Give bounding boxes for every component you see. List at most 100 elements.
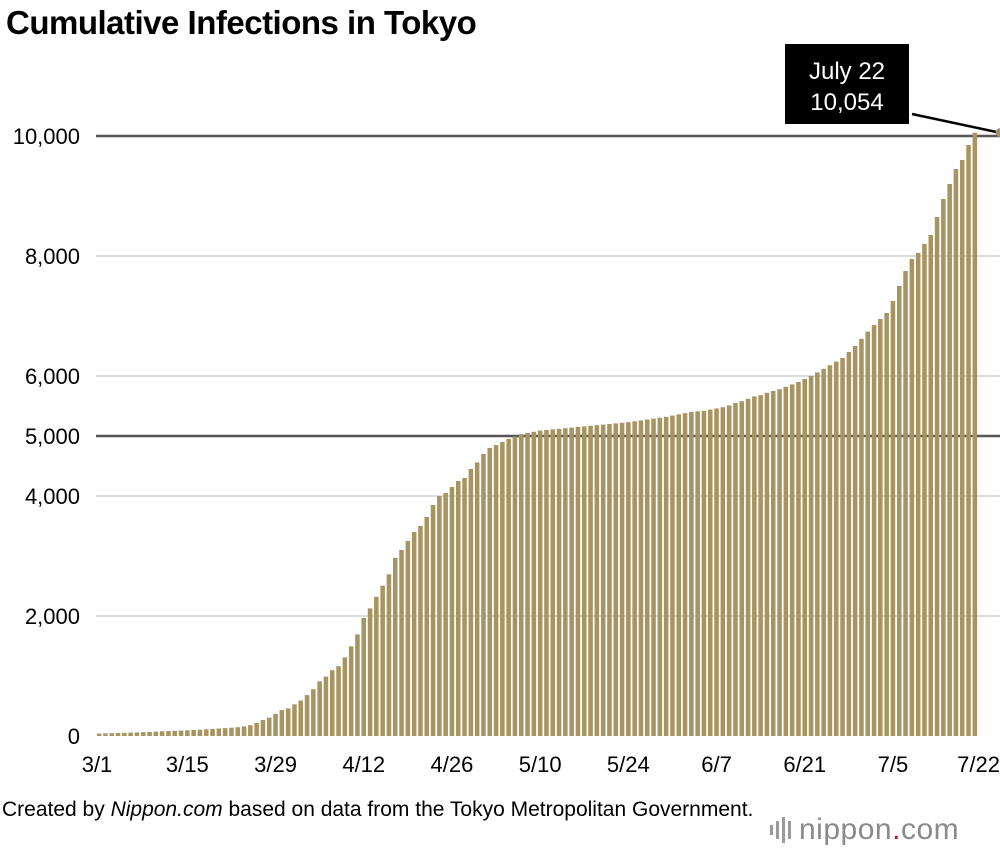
- bar: [292, 704, 297, 736]
- bar: [374, 596, 379, 736]
- bar: [865, 331, 871, 736]
- y-tick-label: 2,000: [25, 604, 80, 629]
- peak-annotation: July 22 10,054: [785, 44, 1000, 138]
- x-tick-label: 4/12: [342, 752, 385, 777]
- nippon-logo[interactable]: nippon.com: [770, 812, 959, 848]
- y-tick-label: 10,000: [13, 124, 80, 149]
- bar: [159, 731, 165, 736]
- annotation-box: [785, 44, 909, 124]
- x-tick-label: 3/1: [82, 752, 113, 777]
- bar: [852, 346, 858, 736]
- bar: [569, 427, 574, 736]
- bar: [191, 730, 196, 736]
- bar: [840, 358, 845, 736]
- bar: [304, 695, 310, 736]
- bar: [298, 700, 304, 736]
- bar: [581, 426, 587, 736]
- bar: [336, 666, 341, 736]
- bar: [323, 676, 329, 736]
- bar: [563, 428, 568, 736]
- source-credit: Created by Nippon.com based on data from…: [2, 797, 782, 823]
- bar: [651, 418, 656, 736]
- y-tick-label: 5,000: [25, 424, 80, 449]
- bar: [342, 657, 348, 736]
- bar: [172, 730, 178, 736]
- bar: [260, 720, 266, 736]
- bar: [424, 517, 430, 736]
- bar: [512, 436, 518, 736]
- annotation-point: [995, 128, 1000, 138]
- bar: [663, 416, 669, 736]
- bar: [859, 338, 864, 736]
- bar: [909, 259, 915, 736]
- bar: [676, 414, 682, 736]
- bar: [518, 434, 524, 736]
- y-axis-tick-labels: 0 2,000 4,000 5,000 6,000 8,000 10,000: [13, 124, 80, 749]
- bar: [953, 169, 959, 736]
- bar: [178, 730, 184, 736]
- bar: [745, 398, 751, 736]
- bar: [758, 395, 763, 736]
- bar: [361, 617, 367, 736]
- bar: [166, 731, 171, 736]
- bar: [355, 634, 360, 736]
- annotation-leader: [911, 112, 1000, 134]
- bar: [733, 403, 738, 736]
- bar: [695, 411, 700, 736]
- bar: [115, 733, 121, 736]
- bar: [248, 725, 253, 736]
- bar: [500, 442, 505, 736]
- bar: [103, 733, 108, 736]
- bar: [254, 722, 259, 736]
- bar: [783, 386, 789, 736]
- annotation-date: July 22: [809, 58, 885, 85]
- bar: [506, 439, 511, 736]
- x-tick-label: 7/22: [957, 752, 1000, 777]
- bar: [235, 727, 241, 736]
- bar: [487, 448, 493, 736]
- bar: [796, 382, 801, 736]
- bar: [846, 352, 852, 736]
- bar: [197, 729, 203, 736]
- bar: [878, 319, 883, 736]
- bar: [701, 410, 707, 736]
- bar: [386, 574, 392, 736]
- bar: [203, 729, 209, 736]
- bar: [462, 478, 467, 736]
- bar: [871, 325, 877, 736]
- bar: [689, 412, 694, 736]
- chart-title: Cumulative Infections in Tokyo: [6, 4, 477, 41]
- bar: [449, 487, 455, 736]
- bar: [934, 217, 940, 736]
- bar: [972, 132, 978, 736]
- bar: [638, 420, 644, 736]
- bar: [613, 423, 619, 736]
- bar: [216, 728, 222, 736]
- x-tick-label: 3/15: [166, 752, 209, 777]
- bar: [607, 424, 612, 736]
- bar: [266, 717, 272, 736]
- credit-source-link[interactable]: Nippon.com: [110, 798, 223, 821]
- bar: [405, 541, 411, 736]
- bar: [399, 550, 404, 736]
- x-tick-label: 5/24: [607, 752, 650, 777]
- bar: [922, 244, 927, 736]
- bar: [443, 493, 448, 736]
- bar: [411, 532, 417, 736]
- x-tick-label: 6/7: [701, 752, 732, 777]
- bar: [437, 496, 442, 736]
- bar: [777, 389, 782, 736]
- bar: [418, 526, 423, 736]
- bar: [739, 401, 745, 736]
- bar: [588, 425, 593, 736]
- bar: [575, 427, 581, 736]
- bar: [367, 608, 373, 736]
- bar: [941, 199, 946, 736]
- bar: [959, 160, 965, 736]
- bar: [140, 732, 146, 736]
- bar: [720, 407, 726, 736]
- bar: [594, 425, 600, 736]
- bar: [903, 271, 908, 736]
- bar: [109, 733, 115, 736]
- bar: [707, 409, 713, 736]
